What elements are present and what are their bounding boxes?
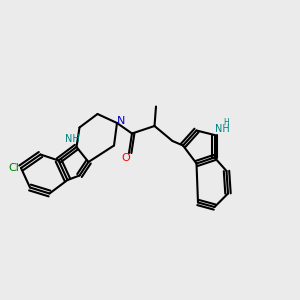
Text: NH: NH <box>214 124 230 134</box>
Text: O: O <box>121 153 130 164</box>
Text: N: N <box>117 116 126 127</box>
Text: Cl: Cl <box>8 163 19 173</box>
Text: H: H <box>224 118 230 127</box>
Text: NH: NH <box>64 134 80 145</box>
